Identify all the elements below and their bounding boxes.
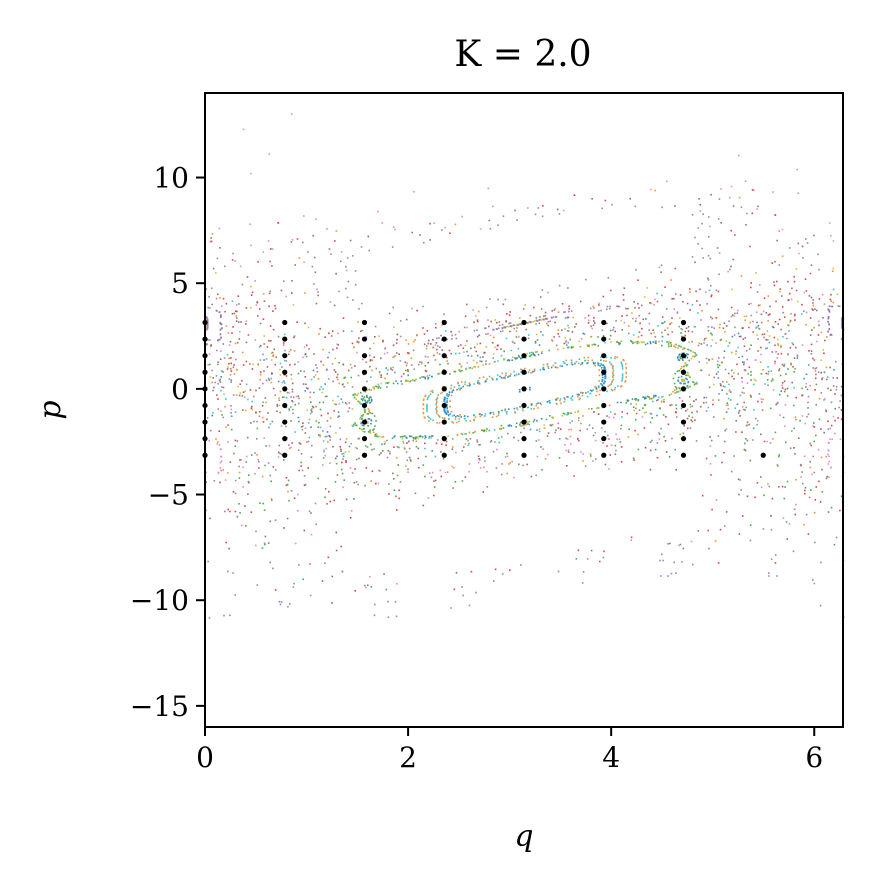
orbit-points — [205, 113, 845, 619]
orbit-trace — [219, 339, 844, 591]
initial-condition-point — [282, 336, 288, 342]
initial-condition-point — [680, 336, 687, 342]
initial-condition-point — [521, 319, 527, 326]
y-tick-label: 5 — [171, 267, 189, 300]
orbit-trace — [225, 278, 832, 373]
initial-condition-point — [361, 336, 368, 342]
x-tick-label: 2 — [399, 741, 417, 774]
initial-condition-points — [202, 319, 766, 458]
initial-condition-point — [680, 452, 687, 458]
initial-condition-point — [361, 353, 368, 359]
initial-condition-point — [521, 353, 527, 359]
initial-condition-point — [521, 369, 527, 375]
initial-condition-point — [441, 402, 447, 409]
x-tick-label: 0 — [196, 741, 214, 774]
initial-condition-point — [601, 353, 607, 359]
initial-condition-point — [521, 336, 527, 342]
orbit-trace — [207, 291, 835, 464]
x-axis: 0 2 4 6 — [196, 727, 823, 774]
initial-condition-point — [680, 386, 687, 392]
orbit-trace — [210, 193, 815, 337]
orbit-trace — [210, 189, 812, 370]
initial-condition-point — [601, 436, 607, 442]
initial-condition-point — [441, 336, 447, 342]
initial-condition-point — [282, 386, 288, 392]
initial-condition-point — [282, 419, 288, 425]
initial-condition-point — [680, 402, 687, 409]
orbit-trace — [209, 418, 844, 597]
initial-condition-point — [680, 419, 687, 425]
orbit-trace — [210, 288, 824, 484]
initial-condition-point — [521, 452, 527, 458]
plot-frame — [204, 92, 844, 728]
orbit-trace — [219, 235, 843, 456]
orbit-trace — [207, 465, 845, 619]
orbit-trace — [215, 315, 828, 542]
orbit-trace — [216, 205, 791, 325]
y-tick-label: 10 — [153, 162, 189, 195]
initial-condition-point — [282, 369, 288, 375]
x-tick-label: 6 — [805, 741, 823, 774]
initial-condition-point — [601, 452, 607, 458]
initial-condition-point — [760, 452, 766, 458]
initial-condition-point — [282, 319, 288, 326]
initial-condition-point — [441, 319, 447, 326]
initial-condition-point — [282, 452, 288, 458]
initial-condition-point — [521, 402, 527, 409]
initial-condition-point — [601, 336, 607, 342]
initial-condition-point — [441, 419, 447, 425]
y-tick-label: −10 — [130, 584, 189, 617]
initial-condition-point — [601, 369, 607, 375]
initial-condition-point — [521, 386, 527, 392]
orbit-trace — [217, 393, 839, 573]
initial-condition-point — [601, 319, 607, 326]
initial-condition-point — [361, 419, 368, 425]
initial-condition-point — [282, 353, 288, 359]
orbit-trace — [217, 280, 835, 456]
y-tick-label: −15 — [130, 690, 189, 723]
y-tick-label: 0 — [171, 373, 189, 406]
initial-condition-point — [361, 436, 368, 442]
orbit-trace — [218, 424, 841, 604]
x-tick-label: 4 — [602, 741, 620, 774]
initial-condition-point — [441, 386, 447, 392]
initial-condition-point — [441, 436, 447, 442]
initial-condition-point — [601, 402, 607, 409]
initial-condition-point — [441, 369, 447, 375]
orbit-trace — [205, 296, 832, 443]
orbit-trace — [518, 386, 531, 393]
orbit-trace — [228, 312, 845, 453]
plot-area — [202, 92, 845, 728]
initial-condition-point — [282, 436, 288, 442]
initial-condition-point — [521, 419, 527, 425]
initial-condition-point — [361, 402, 368, 409]
initial-condition-point — [521, 436, 527, 442]
initial-condition-point — [441, 452, 447, 458]
orbit-trace — [205, 321, 844, 483]
orbit-trace — [223, 325, 803, 453]
initial-condition-point — [680, 319, 687, 326]
initial-condition-point — [361, 386, 368, 392]
initial-condition-point — [361, 319, 368, 326]
initial-condition-point — [680, 353, 687, 359]
y-tick-label: −5 — [148, 479, 189, 512]
orbit-trace — [233, 276, 825, 455]
y-axis: 10 5 0 −5 −10 −15 — [130, 162, 205, 723]
initial-condition-point — [282, 402, 288, 409]
orbit-trace — [212, 321, 843, 452]
y-axis-title: p — [33, 400, 68, 419]
orbit-trace — [208, 180, 832, 355]
initial-condition-point — [680, 436, 687, 442]
orbit-trace — [422, 355, 627, 424]
initial-condition-point — [601, 386, 607, 392]
initial-condition-point — [441, 353, 447, 359]
x-axis-title: q — [514, 819, 533, 854]
chart-title: K = 2.0 — [454, 34, 591, 75]
initial-condition-point — [680, 369, 687, 375]
initial-condition-point — [601, 419, 607, 425]
initial-condition-point — [361, 369, 368, 375]
initial-condition-point — [361, 452, 368, 458]
